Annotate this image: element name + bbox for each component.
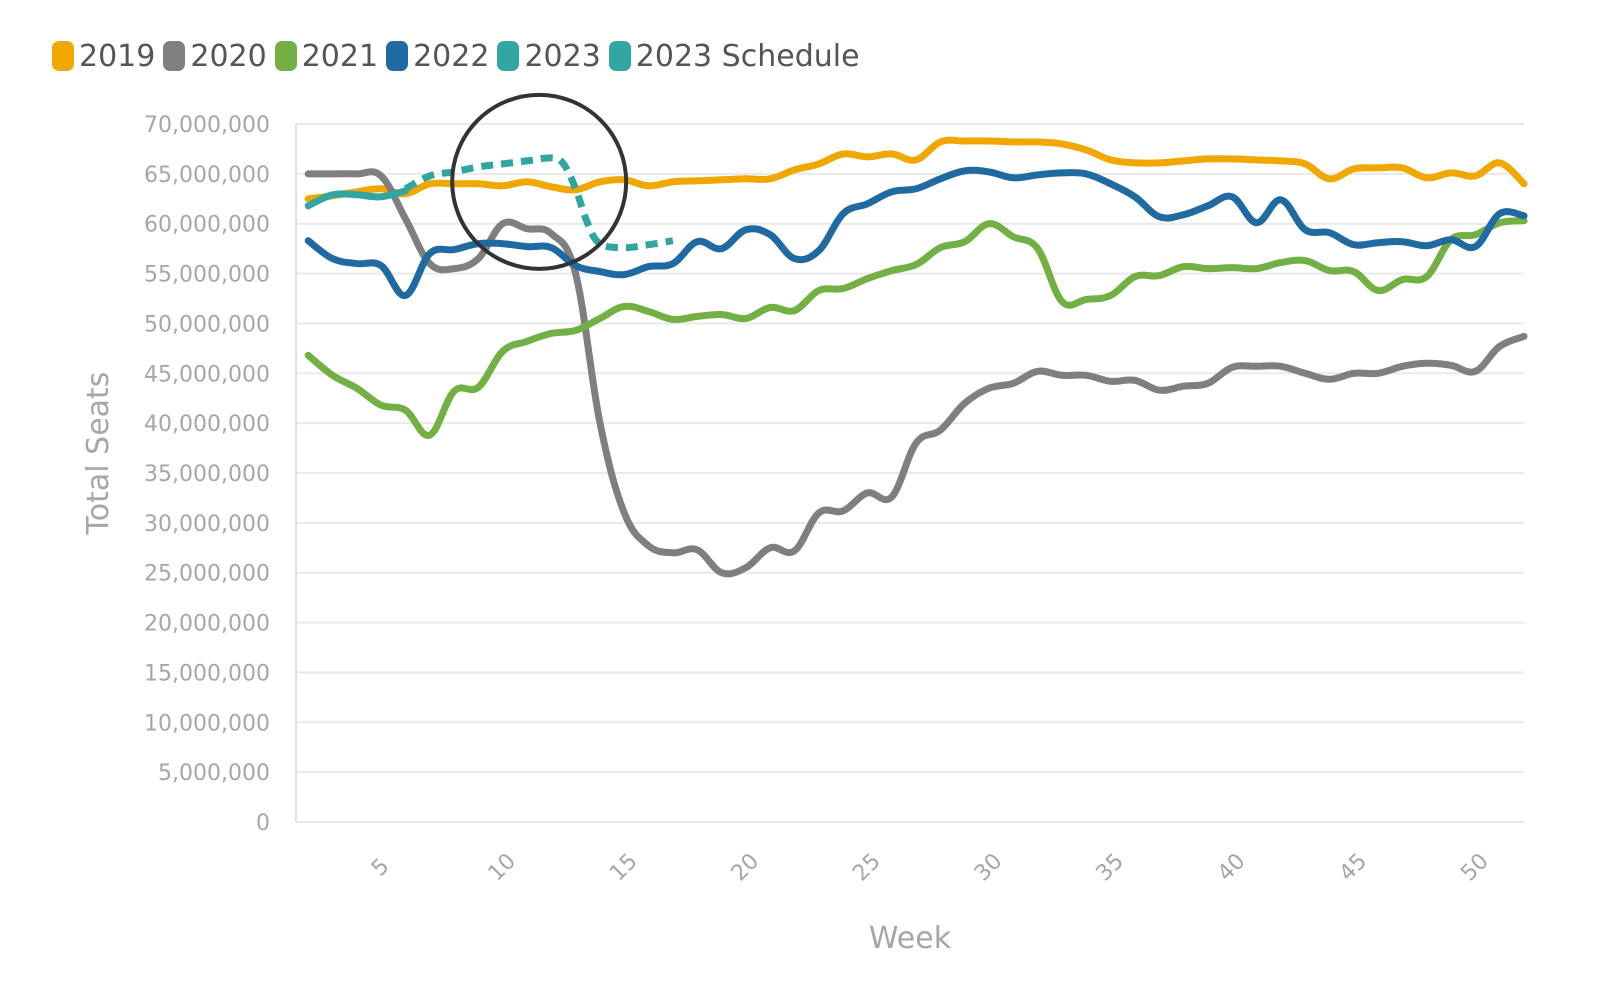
series-line-2023-schedule <box>403 154 674 252</box>
legend-label: 2022 <box>413 38 490 74</box>
y-tick-label: 0 <box>256 811 270 836</box>
series-lines <box>304 136 1528 578</box>
x-tick-label: 10 <box>484 849 521 886</box>
x-tick-label: 45 <box>1335 849 1372 886</box>
series-line-2021 <box>304 217 1528 439</box>
legend-swatch <box>497 41 520 71</box>
legend-label: 2021 <box>301 38 379 74</box>
legend-label: 2020 <box>190 38 267 74</box>
y-tick-label: 20,000,000 <box>144 612 270 637</box>
legend-label: 2023 <box>524 38 601 74</box>
x-tick-label: 40 <box>1213 849 1250 886</box>
y-tick-label: 50,000,000 <box>144 312 270 337</box>
x-axis-title: Week <box>869 921 952 956</box>
x-tick-label: 15 <box>605 849 642 886</box>
x-tick-label: 30 <box>970 849 1007 886</box>
y-tick-label: 15,000,000 <box>144 661 270 686</box>
grid-lines <box>296 123 1524 823</box>
y-tick-label: 5,000,000 <box>158 761 270 786</box>
legend-swatch <box>608 41 631 71</box>
legend-item[interactable]: 2022 <box>386 39 489 74</box>
y-tick-label: 60,000,000 <box>144 213 270 238</box>
y-axis-title: Total Seats <box>81 372 116 536</box>
legend-label: 2023 Schedule <box>635 38 860 74</box>
legend-item[interactable]: 2019 <box>52 39 155 74</box>
y-axis: 0 5,000,000 10,000,000 15,000,000 20,000,000… <box>144 113 297 836</box>
x-tick-label: 25 <box>848 849 885 886</box>
legend-label: 2019 <box>79 38 156 74</box>
x-tick-label: 50 <box>1456 849 1493 886</box>
legend-swatch <box>274 41 297 71</box>
chart-legend: 2019 2020 2021 2022 2023 2023 Schedule <box>52 36 860 76</box>
y-tick-label: 10,000,000 <box>144 711 270 736</box>
y-tick-label: 45,000,000 <box>144 362 270 387</box>
legend-swatch <box>386 41 409 71</box>
y-tick-label: 65,000,000 <box>144 163 270 188</box>
y-tick-label: 70,000,000 <box>144 113 270 138</box>
y-tick-label: 55,000,000 <box>144 263 270 288</box>
series-line-2020 <box>304 168 1528 578</box>
x-tick-label: 20 <box>727 849 764 886</box>
highlight-circle <box>450 92 629 271</box>
x-tick-label: 5 <box>367 854 395 882</box>
series-line-2019 <box>304 136 1528 203</box>
y-tick-label: 35,000,000 <box>144 462 270 487</box>
legend-item[interactable]: 2020 <box>163 38 267 74</box>
annotations <box>450 92 629 271</box>
legend-item[interactable]: 2021 <box>274 38 379 74</box>
legend-item[interactable]: 2023 <box>497 38 601 74</box>
y-tick-label: 40,000,000 <box>144 412 270 437</box>
series-line-2022 <box>304 166 1528 299</box>
x-axis: 5 10 15 20 25 30 35 40 45 50 <box>367 849 1494 886</box>
legend-swatch <box>52 41 74 71</box>
y-tick-label: 25,000,000 <box>144 562 270 587</box>
legend-item[interactable]: 2023 Schedule <box>608 38 860 74</box>
legend-swatch <box>163 41 186 71</box>
x-tick-label: 35 <box>1092 849 1129 886</box>
y-tick-label: 30,000,000 <box>144 512 270 537</box>
series-line-2023 <box>304 187 409 210</box>
